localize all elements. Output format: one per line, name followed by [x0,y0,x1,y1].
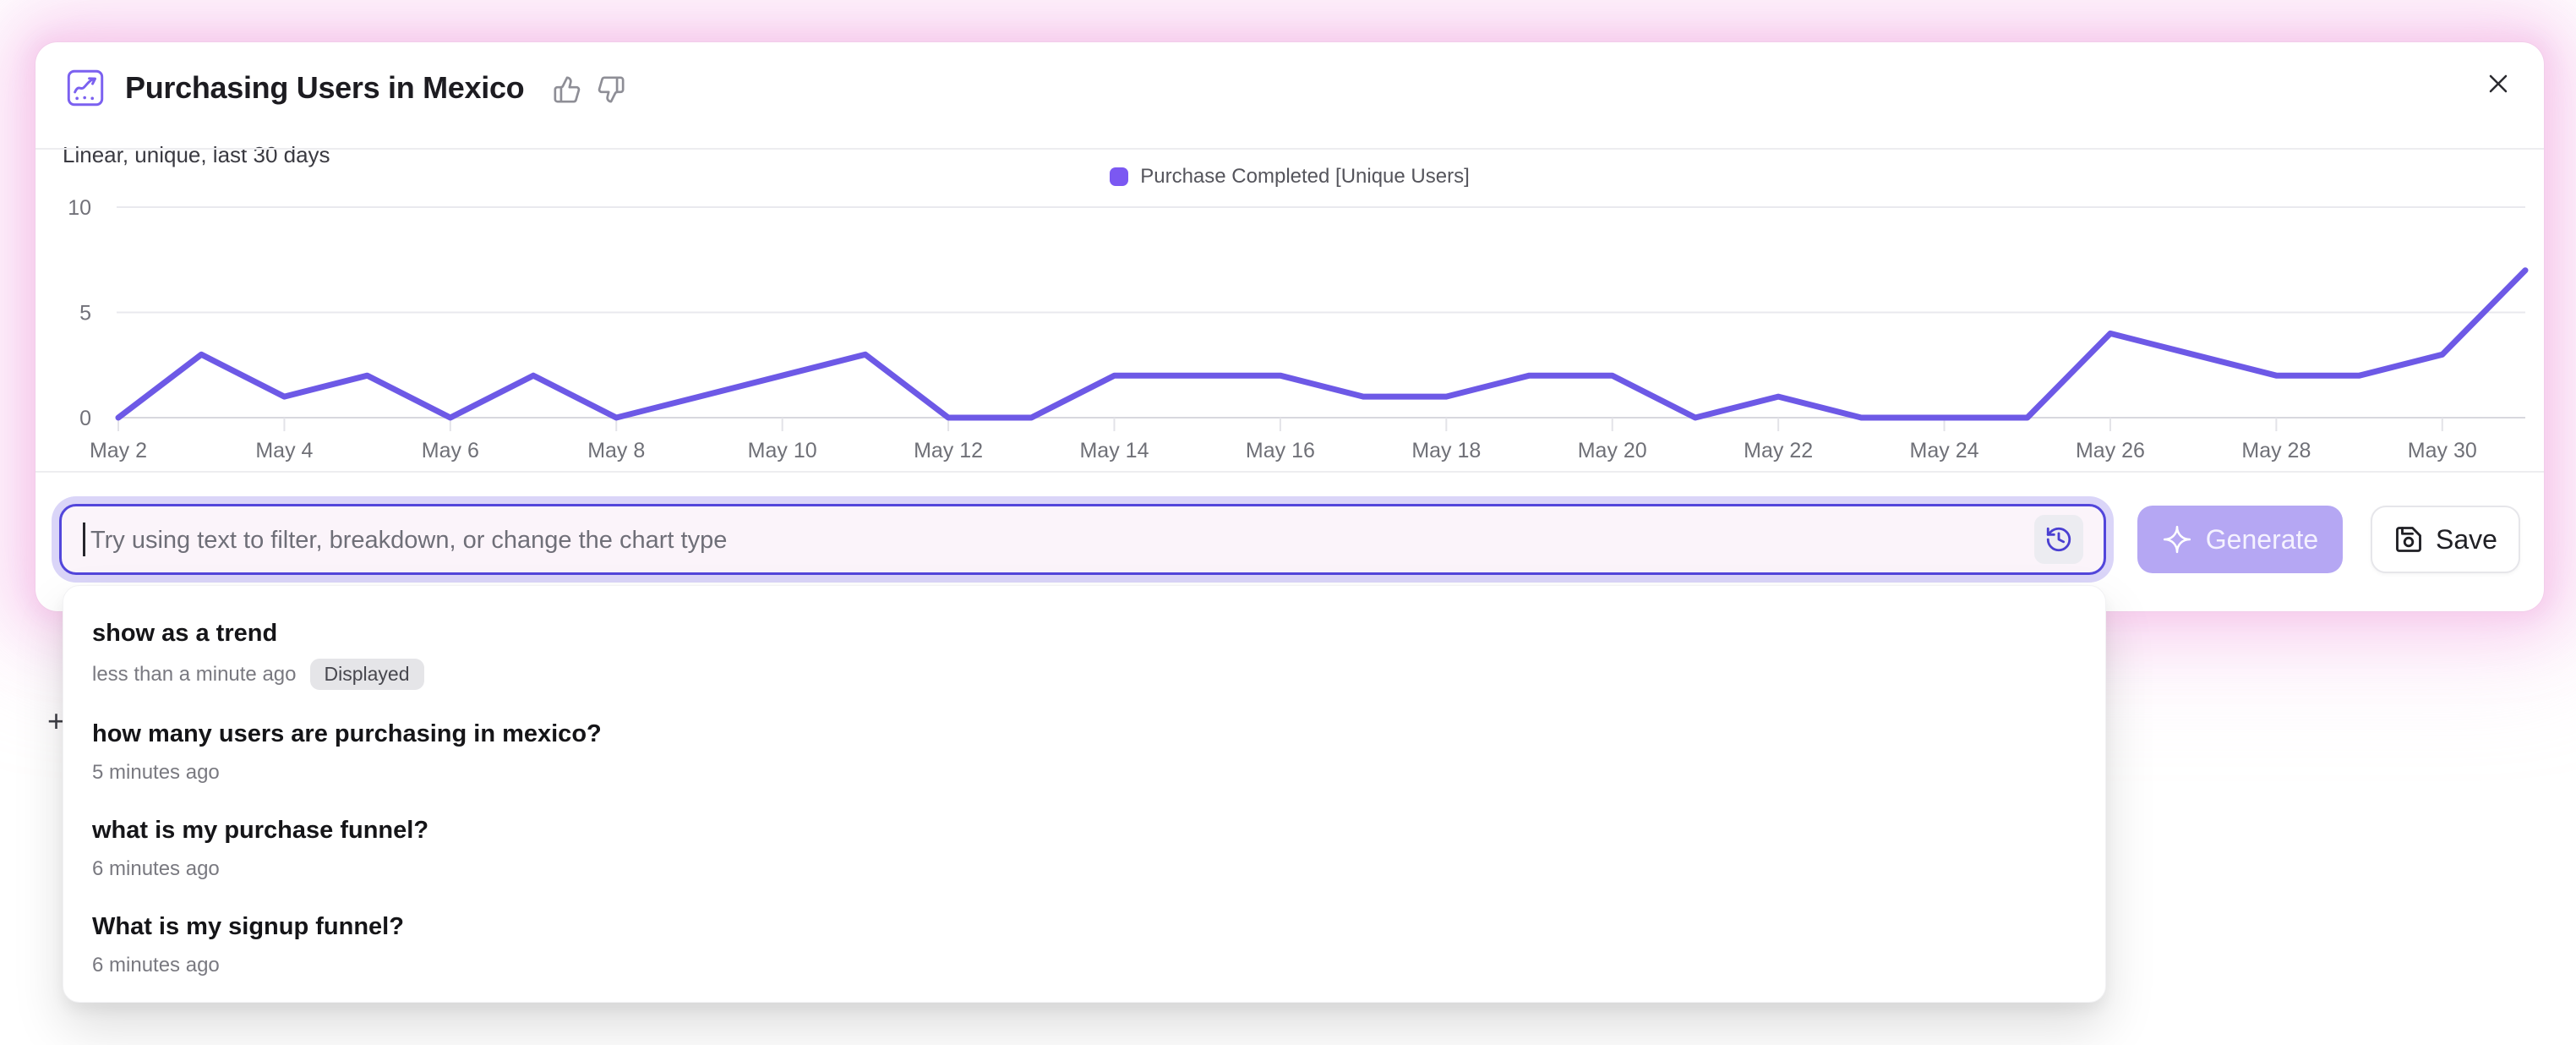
history-item-time: 6 minutes ago [92,857,220,880]
thumbs-up-icon [554,76,581,103]
svg-text:May 14: May 14 [1079,439,1149,462]
svg-text:May 10: May 10 [748,439,817,462]
history-item-meta: 6 minutes ago [92,856,2077,883]
svg-text:May 4: May 4 [255,439,313,462]
thumbs-up-button[interactable] [553,75,581,104]
thumbs-down-icon [598,76,625,103]
legend-swatch [1110,167,1129,186]
svg-text:0: 0 [79,407,91,430]
save-label: Save [2436,523,2497,555]
chart-card: Purchasing Users in Mexico Linear, uniqu… [35,42,2544,611]
history-item-query: What is my signup funnel? [92,913,404,940]
svg-text:May 22: May 22 [1744,439,1813,462]
svg-text:May 6: May 6 [422,439,479,462]
history-item-query: what is my purchase funnel? [92,817,429,844]
history-item-time: 6 minutes ago [92,954,220,977]
svg-text:May 28: May 28 [2241,439,2311,462]
text-caret [83,522,85,556]
page-title: Purchasing Users in Mexico [125,70,525,105]
generate-label: Generate [2205,523,2319,555]
history-button[interactable] [2034,515,2083,564]
svg-text:May 26: May 26 [2076,439,2145,462]
history-item-query: show as a trend [92,620,278,647]
sparkle-icon [2163,525,2191,554]
header-divider [35,148,2544,150]
plus-glyph: + [47,703,66,738]
history-item-meta: 6 minutes ago [92,952,2077,979]
svg-text:10: 10 [68,196,91,220]
chart-legend: Purchase Completed [Unique Users] [35,165,2544,189]
history-item-meta: less than a minute ago Displayed [92,659,2077,690]
svg-text:May 24: May 24 [1910,439,1979,462]
svg-text:May 8: May 8 [587,439,645,462]
close-icon [2489,74,2508,92]
close-button[interactable] [2481,68,2515,101]
prompt-bar [59,504,2106,575]
chart-subtitle: Linear, unique, last 30 days [63,142,330,167]
svg-text:May 18: May 18 [1411,439,1481,462]
history-item[interactable]: how many users are purchasing in mexico?… [63,703,2105,800]
history-item[interactable]: what is my purchase funnel? 6 minutes ag… [63,800,2105,896]
history-item[interactable]: What is my signup funnel? 6 minutes ago [63,896,2105,993]
svg-text:May 2: May 2 [90,439,147,462]
svg-text:May 20: May 20 [1578,439,1647,462]
history-item[interactable]: show as a trend less than a minute ago D… [63,603,2105,703]
history-item-meta: 5 minutes ago [92,759,2077,786]
insights-chart-icon [67,69,104,107]
save-button[interactable]: Save [2371,506,2520,573]
generate-button[interactable]: Generate [2137,506,2343,573]
svg-text:May 30: May 30 [2408,439,2477,462]
displayed-badge: Displayed [309,659,424,690]
history-clock-icon [2046,527,2071,552]
history-dropdown: show as a trend less than a minute ago D… [63,585,2106,1003]
line-chart-svg: 0 5 10 May 2 May 4 May 6 May 8 May 10 May 12 May … [68,196,2529,462]
save-disk-icon [2396,527,2421,552]
chart-divider [35,471,2544,473]
history-item-time: 5 minutes ago [92,761,220,784]
svg-text:May 16: May 16 [1246,439,1315,462]
svg-text:May 12: May 12 [914,439,983,462]
prompt-input[interactable] [89,506,2036,574]
svg-text:5: 5 [79,302,91,326]
chart-section: 0 5 10 May 2 May 4 May 6 May 8 May 10 May 12 May … [35,148,2544,471]
legend-label: Purchase Completed [Unique Users] [1140,165,1470,188]
feedback-buttons [553,75,625,104]
card-header: Purchasing Users in Mexico [66,66,625,110]
history-item-query: how many users are purchasing in mexico? [92,720,602,747]
thumbs-down-button[interactable] [597,75,625,104]
history-item-time: less than a minute ago [92,662,297,686]
